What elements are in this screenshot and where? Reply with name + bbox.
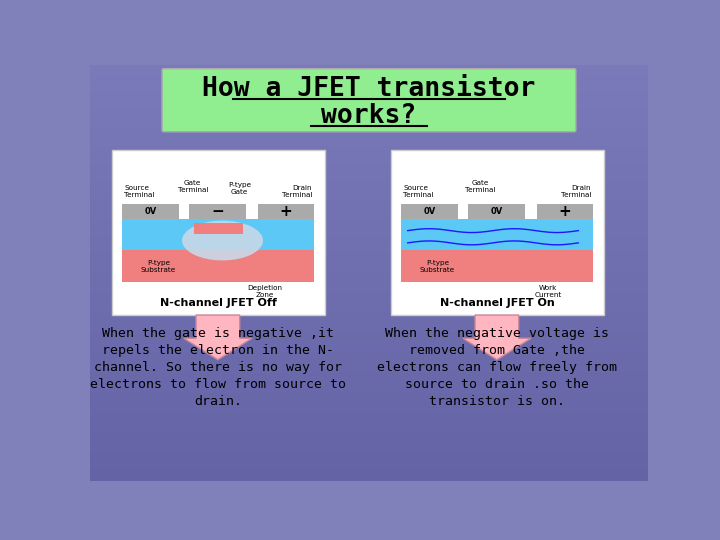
Text: How a JFET transistor: How a JFET transistor (202, 77, 536, 103)
Text: 0V: 0V (490, 207, 503, 216)
Text: Drain
Terminal: Drain Terminal (282, 185, 312, 198)
Bar (258, 204, 314, 219)
Ellipse shape (182, 221, 263, 260)
Text: Gate
Terminal: Gate Terminal (465, 179, 495, 193)
Text: Depletion
Zone: Depletion Zone (248, 285, 283, 298)
Text: P-type
Gate: P-type Gate (228, 182, 251, 195)
FancyBboxPatch shape (162, 69, 576, 132)
Text: +: + (559, 204, 571, 219)
Bar (401, 219, 593, 252)
Bar (401, 251, 593, 282)
Bar (391, 150, 604, 315)
Bar (536, 204, 593, 219)
Bar (401, 204, 458, 219)
Text: 0V: 0V (423, 207, 436, 216)
Text: N-channel JFET Off: N-channel JFET Off (160, 299, 276, 308)
Text: Work
Current: Work Current (535, 285, 562, 298)
Bar (189, 204, 246, 219)
Text: Source
Terminal: Source Terminal (125, 185, 155, 198)
Text: Gate
Terminal: Gate Terminal (178, 179, 208, 193)
Polygon shape (463, 315, 531, 360)
Polygon shape (184, 315, 252, 360)
Text: 0V: 0V (145, 207, 157, 216)
Text: works?: works? (321, 103, 417, 130)
Text: −: − (211, 204, 224, 219)
Text: N-channel JFET On: N-channel JFET On (440, 299, 554, 308)
Bar (122, 251, 314, 282)
Text: +: + (279, 204, 292, 219)
Bar (469, 204, 525, 219)
Text: P-type
Substrate: P-type Substrate (420, 260, 455, 273)
Text: Drain
Terminal: Drain Terminal (561, 185, 591, 198)
Text: When the gate is negative ,it
repels the electron in the N-
channel. So there is: When the gate is negative ,it repels the… (90, 327, 346, 408)
Bar (122, 219, 314, 252)
Bar (112, 150, 325, 315)
Text: When the negative voltage is
removed from Gate ,the
electrons can flow freely fr: When the negative voltage is removed fro… (377, 327, 617, 408)
Text: Source
Terminal: Source Terminal (403, 185, 434, 198)
Bar (122, 204, 179, 219)
Text: P-type
Substrate: P-type Substrate (141, 260, 176, 273)
Bar (194, 223, 243, 234)
